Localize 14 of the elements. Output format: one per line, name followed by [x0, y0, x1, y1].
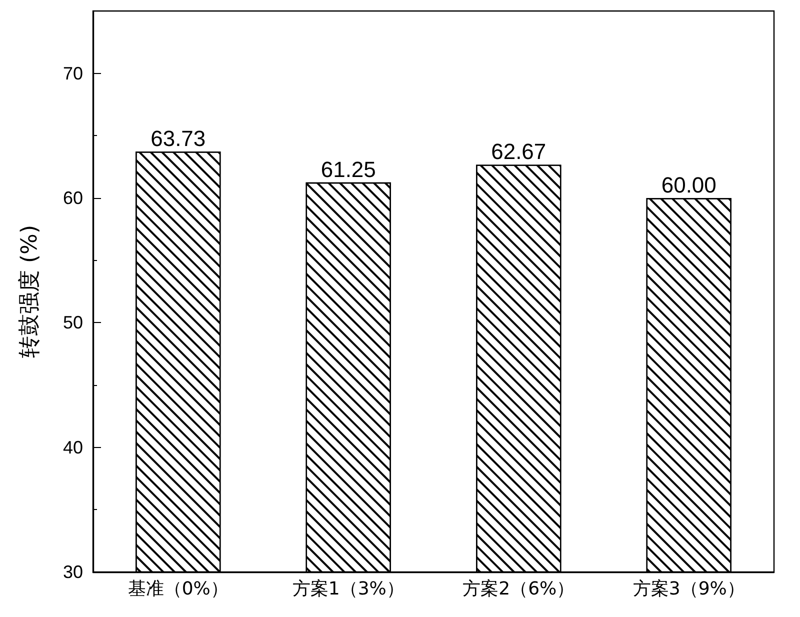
- data-label: 63.73: [150, 126, 206, 151]
- data-label: 62.67: [491, 139, 546, 164]
- data-label: 60.00: [661, 172, 716, 198]
- y-axis-title: 转鼓强度 (%): [18, 224, 42, 358]
- y-tick-label: 50: [62, 312, 83, 333]
- x-tick-label: 方案2（6%）: [462, 578, 575, 600]
- data-label: 61.25: [320, 156, 376, 182]
- y-tick-label: 60: [62, 188, 83, 208]
- x-tick-label: 方案1（3%）: [292, 578, 404, 600]
- y-tick-label: 30: [62, 562, 83, 582]
- y-tick-label: 70: [62, 63, 83, 84]
- x-tick-label: 方案3（9%）: [632, 578, 745, 600]
- x-tick-label: 基准（0%）: [128, 578, 228, 600]
- y-tick-label: 40: [62, 437, 83, 458]
